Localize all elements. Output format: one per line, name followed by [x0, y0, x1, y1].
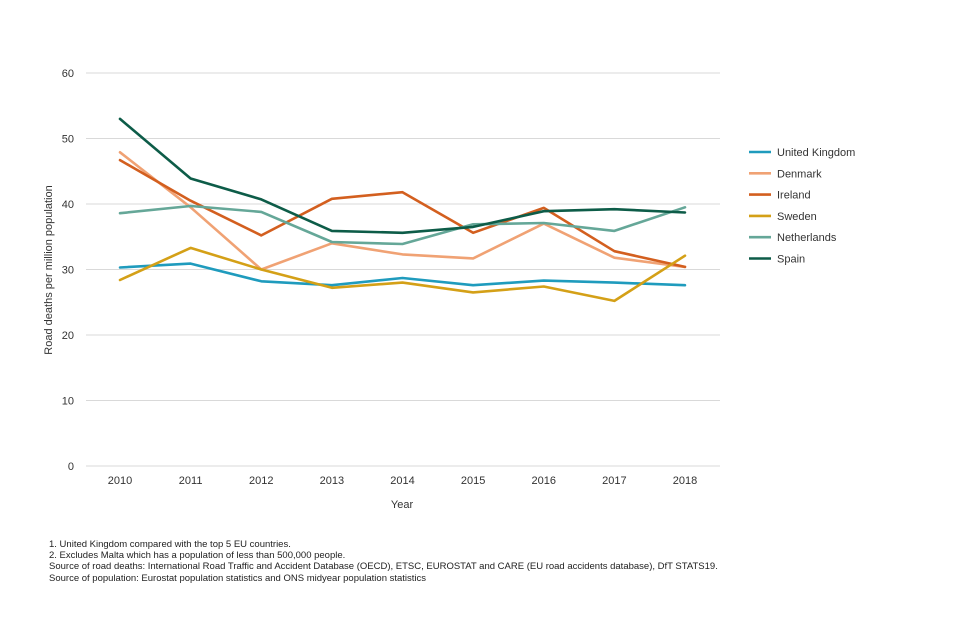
y-axis-title: Road deaths per million population	[43, 185, 55, 354]
series-line-ireland	[118, 158, 687, 269]
y-tick-label: 10	[62, 396, 74, 408]
x-axis-title: Year	[391, 499, 414, 511]
x-tick-label: 2016	[532, 475, 556, 487]
x-tick-label: 2010	[108, 475, 132, 487]
series-lines	[118, 117, 687, 303]
legend-label-spain: Spain	[777, 254, 805, 266]
y-tick-label: 60	[62, 68, 74, 80]
y-tick-label: 50	[62, 134, 74, 146]
chart-footnotes: 1. United Kingdom compared with the top …	[49, 539, 929, 584]
series-line-sweden	[118, 246, 687, 303]
gridlines	[86, 72, 720, 467]
y-tick-label: 40	[62, 199, 74, 211]
legend-label-denmark: Denmark	[777, 168, 822, 180]
y-tick-label: 20	[62, 330, 74, 342]
legend-label-sweden: Sweden	[777, 211, 817, 223]
series-line-netherlands	[118, 204, 687, 246]
y-tick-label: 30	[62, 265, 74, 277]
series-line-denmark	[118, 151, 687, 271]
series-line-spain	[118, 117, 687, 235]
legend-label-netherlands: Netherlands	[777, 232, 837, 244]
y-tick-label: 0	[68, 461, 74, 473]
legend-label-united-kingdom: United Kingdom	[777, 147, 855, 159]
x-tick-label: 2015	[461, 475, 485, 487]
x-tick-label: 2013	[320, 475, 344, 487]
source-population: Source of population: Eurostat populatio…	[49, 572, 427, 584]
x-axis-ticks: 2010 2011 2012 2013 2014 2015 2016 2017 2018	[108, 475, 697, 487]
legend-label-ireland: Ireland	[777, 190, 811, 202]
source-road-deaths: Source of road deaths: International Roa…	[49, 561, 718, 573]
x-tick-label: 2012	[249, 475, 273, 487]
footnote-2: 2. Excludes Malta which has a population…	[49, 550, 346, 562]
x-tick-label: 2014	[390, 475, 414, 487]
x-tick-label: 2011	[179, 475, 203, 487]
x-tick-label: 2018	[673, 475, 697, 487]
legend: United Kingdom Denmark Ireland Sweden Nether…	[749, 147, 855, 266]
series-line-united-kingdom	[118, 262, 687, 287]
x-tick-label: 2017	[602, 475, 626, 487]
y-axis-ticks: 0 10 20 30 40 50 60	[62, 68, 74, 473]
footnote-1: 1. United Kingdom compared with the top …	[49, 539, 291, 550]
